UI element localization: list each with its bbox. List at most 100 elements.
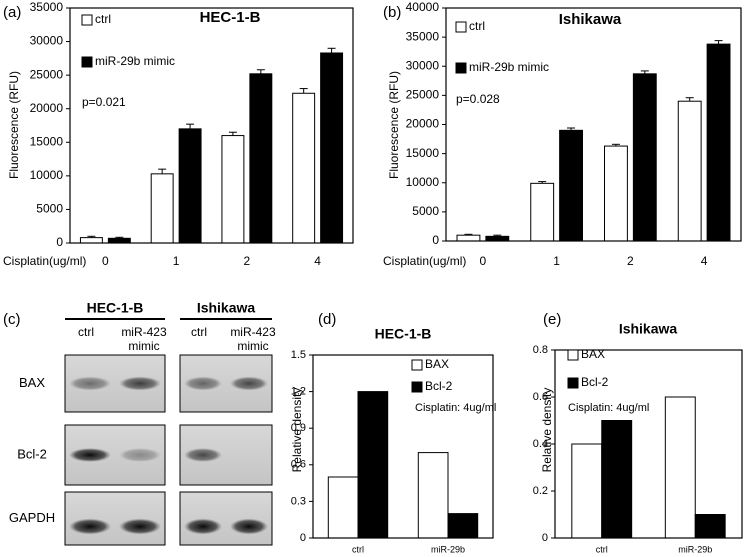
- row-label: BAX: [19, 375, 45, 390]
- legend-swatch: [455, 62, 467, 74]
- y-tick-label: 30000: [406, 58, 440, 72]
- y-tick-label: 10000: [30, 168, 64, 182]
- legend-swatch: [567, 377, 579, 389]
- lane-label: mimic: [237, 339, 268, 353]
- plot-frame: [312, 354, 494, 539]
- x-tick-label: ctrl: [352, 544, 364, 554]
- bar: [456, 234, 481, 242]
- legend-swatch: [455, 21, 467, 33]
- x-tick-label: miR-29b: [431, 544, 465, 554]
- y-tick-label: 1.2: [291, 386, 306, 398]
- legend-swatch: [411, 381, 423, 393]
- error-bar: [464, 233, 473, 236]
- bar: [632, 73, 657, 242]
- bar: [694, 514, 726, 539]
- error-bar: [714, 40, 723, 45]
- chart-title: Ishikawa: [559, 11, 622, 28]
- y-tick-label: 0.2: [533, 485, 548, 497]
- legend-label: Bcl-2: [425, 379, 453, 393]
- y-tick-label: 0.6: [291, 459, 306, 471]
- bar: [320, 52, 344, 244]
- legend-label: BAX: [581, 347, 605, 361]
- blot-band: [69, 376, 111, 391]
- error-bar: [158, 168, 167, 174]
- x-tick-label: miR-29b: [678, 544, 712, 554]
- legend-swatch: [567, 349, 579, 361]
- blot-group-title: Ishikawa: [197, 300, 256, 316]
- y-tick-label: 0: [56, 235, 63, 249]
- y-tick-label: 15000: [30, 134, 64, 148]
- y-tick-label: 40000: [406, 0, 440, 14]
- legend-label: ctrl: [469, 19, 485, 33]
- error-bar: [228, 131, 237, 136]
- y-tick-label: 0: [542, 532, 548, 544]
- error-bar: [611, 143, 620, 147]
- bar: [664, 396, 696, 539]
- row-label: Bcl-2: [17, 446, 47, 461]
- y-tick-label: 0.4: [533, 438, 548, 450]
- lane-label: ctrl: [191, 325, 207, 339]
- lane-label: miR-423: [230, 325, 276, 339]
- chart-title: Ishikawa: [619, 321, 678, 337]
- lane-label: miR-423: [121, 325, 167, 339]
- y-tick-label: 0.3: [291, 495, 306, 507]
- error-bar: [640, 70, 649, 74]
- plot-frame: [445, 7, 742, 242]
- blot-band: [119, 448, 161, 462]
- y-tick-label: 5000: [412, 204, 439, 218]
- blot-strip: [179, 491, 273, 546]
- blot-band: [119, 376, 161, 391]
- y-axis-label: Fluorescence (RFU): [7, 71, 21, 179]
- legend-swatch: [81, 14, 93, 26]
- annotation: p=0.021: [82, 95, 126, 109]
- error-bar: [685, 97, 694, 102]
- y-tick-label: 25000: [406, 88, 440, 102]
- bar: [604, 145, 628, 242]
- y-tick-label: 35000: [30, 0, 64, 14]
- y-tick-label: 0: [300, 532, 306, 544]
- annotation: Cisplatin: 4ug/ml: [568, 402, 649, 414]
- x-tick-label: 4: [314, 254, 321, 268]
- bar: [601, 420, 633, 539]
- blot-strip: [64, 491, 166, 546]
- bar: [485, 235, 510, 242]
- bar: [677, 100, 702, 242]
- error-bar: [299, 88, 308, 94]
- blot-band: [119, 518, 161, 535]
- y-tick-label: 20000: [406, 117, 440, 131]
- lane-label: mimic: [128, 339, 159, 353]
- x-tick-label: ctrl: [596, 544, 608, 554]
- bar: [221, 135, 245, 244]
- chart-title: HEC-1-B: [375, 326, 432, 342]
- y-tick-label: 15000: [406, 146, 440, 160]
- error-bar: [186, 123, 195, 129]
- y-axis-label: Relative density: [540, 388, 554, 473]
- legend-label: BAX: [425, 357, 449, 371]
- legend-swatch: [411, 359, 423, 371]
- error-bar: [493, 234, 502, 237]
- bar: [706, 43, 731, 242]
- x-tick-label: 1: [173, 254, 180, 268]
- y-tick-label: 35000: [406, 29, 440, 43]
- y-tick-label: 0.8: [533, 344, 548, 356]
- x-axis-label: Cisplatin(ug/ml): [383, 254, 466, 268]
- y-axis-label: Fluorescence (RFU): [387, 71, 401, 179]
- error-bar: [327, 47, 336, 53]
- annotation: Cisplatin: 4ug/ml: [415, 402, 496, 414]
- chart-title: HEC-1-B: [200, 9, 261, 26]
- legend-label: miR-29b mimic: [95, 54, 175, 68]
- legend-label: ctrl: [95, 12, 111, 26]
- x-axis-label: Cisplatin(ug/ml): [3, 254, 86, 268]
- blot-band: [69, 448, 111, 462]
- blot-band: [69, 518, 111, 535]
- error-bar: [256, 69, 265, 74]
- y-tick-label: 20000: [30, 101, 64, 115]
- bar: [530, 182, 555, 242]
- panel-label: (d): [318, 311, 336, 328]
- legend-label: miR-29b mimic: [469, 60, 549, 74]
- bar: [327, 476, 359, 539]
- x-tick-label: 0: [102, 254, 109, 268]
- annotation: p=0.028: [456, 92, 500, 106]
- panel-label: (a): [3, 4, 21, 21]
